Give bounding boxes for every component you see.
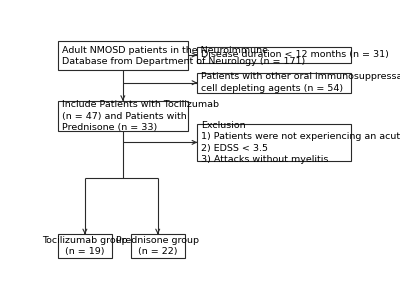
FancyBboxPatch shape — [58, 41, 188, 71]
Text: Include Patients with Tocilizumab
(n = 47) and Patients with
Prednisone (n = 33): Include Patients with Tocilizumab (n = 4… — [62, 100, 219, 132]
FancyBboxPatch shape — [58, 234, 112, 258]
Text: Prednisone group
(n = 22): Prednisone group (n = 22) — [116, 236, 199, 256]
Text: Tocilizumab group
(n = 19): Tocilizumab group (n = 19) — [42, 236, 128, 256]
FancyBboxPatch shape — [197, 47, 351, 64]
FancyBboxPatch shape — [197, 124, 351, 161]
Text: Patients with other oral immunosuppressants, B
cell depleting agents (n = 54): Patients with other oral immunosuppressa… — [201, 72, 400, 93]
Text: Adult NMOSD patients in the Neuroimmune
Database from Department of Neurology (n: Adult NMOSD patients in the Neuroimmune … — [62, 46, 305, 66]
Text: Exclusion
1) Patients were not experiencing an acute attack
2) EDSS < 3.5
3) Att: Exclusion 1) Patients were not experienc… — [201, 121, 400, 164]
FancyBboxPatch shape — [131, 234, 185, 258]
Text: Disease duration < 12 months (n = 31): Disease duration < 12 months (n = 31) — [201, 50, 389, 60]
FancyBboxPatch shape — [58, 101, 188, 131]
FancyBboxPatch shape — [197, 73, 351, 93]
